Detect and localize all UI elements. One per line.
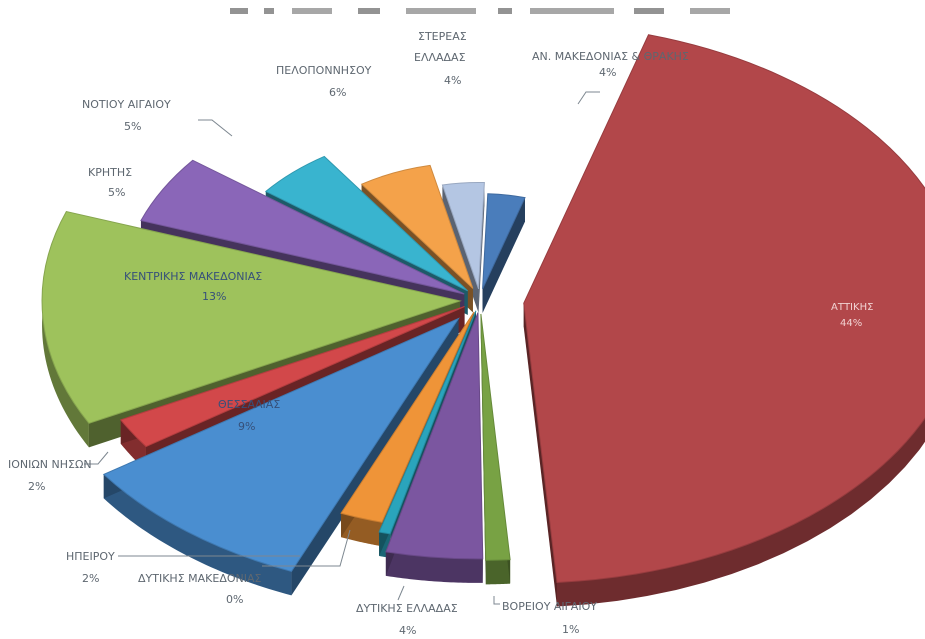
slice-δυτικης-μακεδονιας: [378, 310, 477, 535]
slice-value-stereas-elladas: 4%: [444, 74, 461, 87]
slice-label-thessalias: ΘΕΣΣΑΛΙΑΣ: [218, 398, 280, 411]
slice-value-peloponnisou: 6%: [329, 86, 346, 99]
slice-value-kritis: 5%: [108, 186, 125, 199]
slice-edge-end-αττικης: [523, 303, 557, 607]
slice-κεντρικης-μακεδονιας: [41, 210, 462, 424]
leader-line-ionion-nison: [84, 451, 109, 465]
slice-label-dytikis-elladas: ΔΥΤΙΚΗΣ ΕΛΛΑΔΑΣ: [356, 602, 458, 615]
slice-πελοποννησου: [360, 164, 474, 289]
slice-κρητης: [140, 159, 465, 295]
leader-line-dytikis-elladas: [397, 585, 405, 601]
slice-value-dytikis-makedonias: 0%: [226, 593, 243, 606]
slice-label-dytikis-makedonias: ΔΥΤΙΚΗΣ ΜΑΚΕΔΟΝΙΑΣ: [138, 572, 261, 585]
slice-label-ipeirou: ΗΠΕΙΡΟΥ: [66, 550, 115, 563]
slice-βορειου-αιγαιου: [480, 313, 511, 561]
slice-value-thessalias: 9%: [238, 420, 255, 433]
slice-side-κεντρικης-μακεδονιας: [42, 211, 89, 448]
slice-στερεας-ελλαδας: [441, 181, 485, 290]
leader-line-anatoliki-makedonia: [577, 91, 600, 105]
slice-value-dytikis-elladas: 4%: [399, 624, 416, 637]
slice-edge-start-θεσσαλιας: [291, 318, 459, 596]
slice-label-stereas-elladas-line1: ΣΤΕΡΕΑΣ: [418, 30, 467, 43]
slice-label-notiou-aigaiou: ΝΟΤΙΟΥ ΑΙΓΑΙΟΥ: [82, 98, 171, 111]
slice-value-kentrikis-makedonias: 13%: [202, 290, 226, 303]
chart-title-blurred: [230, 8, 730, 14]
leader-line-voreiou-aigaiou: [493, 596, 500, 605]
leader-line-dytikis-makedonias: [262, 529, 351, 567]
slice-label-kritis: ΚΡΗΤΗΣ: [88, 166, 132, 179]
slice-side-δυτικης-ελλαδας: [385, 551, 483, 583]
slice-value-ionion-nison: 2%: [28, 480, 45, 493]
slice-value-anatoliki-makedonia: 4%: [599, 66, 616, 79]
slice-value-ipeirou: 2%: [82, 572, 99, 585]
slice-ιονιων-νησων: [119, 306, 465, 448]
slice-label-voreiou-aigaiou: ΒΟΡΕΙΟΥ ΑΙΓΑΙΟΥ: [502, 600, 597, 613]
slice-label-kentrikis-makedonias: ΚΕΝΤΡΙΚΗΣ ΜΑΚΕΔΟΝΙΑΣ: [124, 270, 262, 283]
slice-edge-end-αν-μακεδονιας-θρακης: [482, 197, 525, 313]
slice-label-peloponnisou: ΠΕΛΟΠΟΝΝΗΣΟΥ: [276, 64, 372, 77]
slice-δυτικης-ελλαδας: [385, 312, 484, 560]
slice-label-attikis: ΑΤΤΙΚΗΣ: [831, 302, 873, 313]
slice-label-anatoliki-makedonia: ΑΝ. ΜΑΚΕΔΟΝΙΑΣ & ΘΡΑΚΗΣ: [532, 50, 689, 63]
slice-ηπειρου: [340, 311, 475, 523]
slice-label-stereas-elladas-line2: ΕΛΛΑΔΑΣ: [414, 51, 466, 64]
slice-label-stereas-elladas: ΣΤΕΡΕΑΣ ΕΛΛΑΔΑΣ: [414, 30, 470, 64]
slice-side-βορειου-αιγαιου: [485, 559, 511, 585]
slice-αν-μακεδονιας-θρακης: [482, 193, 526, 290]
slice-label-ionion-nison: ΙΟΝΙΩΝ ΝΗΣΩΝ: [8, 458, 92, 471]
slice-value-notiou-aigaiou: 5%: [124, 120, 141, 133]
slice-αττικης: [523, 34, 925, 583]
slice-side-θεσσαλιας: [103, 474, 292, 596]
leader-line-notiou-aigaiou: [198, 119, 233, 137]
slice-νοτιου-αιγαιου: [264, 155, 469, 292]
slice-value-voreiou-aigaiou: 1%: [562, 623, 579, 636]
slice-value-attikis: 44%: [840, 318, 862, 329]
